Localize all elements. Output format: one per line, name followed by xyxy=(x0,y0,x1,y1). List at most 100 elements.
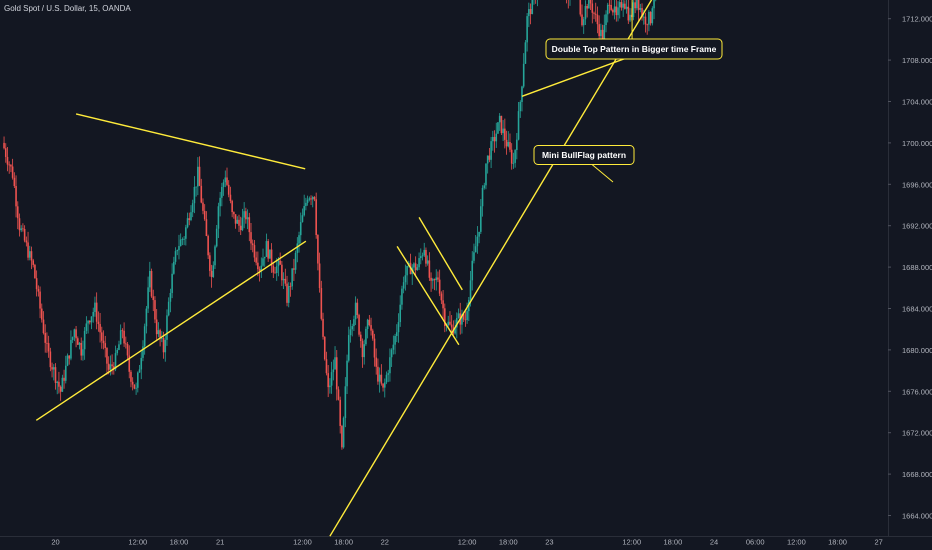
candle-body xyxy=(401,288,403,305)
candle-body xyxy=(603,25,606,44)
candle-body xyxy=(257,262,259,270)
candle-body xyxy=(37,289,40,292)
candle-body xyxy=(16,206,19,219)
candle-body xyxy=(200,185,203,203)
time-tick-label: 27 xyxy=(875,538,883,547)
time-tick-label: 12:00 xyxy=(787,538,806,547)
candle-body xyxy=(183,238,185,240)
candle-body xyxy=(512,162,515,164)
candle-body xyxy=(118,344,120,350)
candle-body xyxy=(145,308,148,327)
candle-body xyxy=(493,136,496,142)
candle-body xyxy=(649,11,652,24)
candle-body xyxy=(368,319,371,326)
candle-body xyxy=(344,386,347,419)
candle-body xyxy=(284,278,287,284)
candle-body xyxy=(83,330,86,350)
candle-body xyxy=(212,265,215,277)
candle-body xyxy=(286,283,288,303)
candle-body xyxy=(32,260,35,265)
candle-body xyxy=(265,241,268,257)
candle-body xyxy=(323,336,326,360)
candle-body xyxy=(510,149,513,164)
candle-body xyxy=(27,242,29,258)
candle-body xyxy=(202,202,204,211)
candle-body xyxy=(318,263,321,289)
candle-body xyxy=(502,128,504,134)
candle-body xyxy=(311,196,314,200)
symbol-title: Gold Spot / U.S. Dollar, 15, OANDA xyxy=(4,4,131,13)
candle-body xyxy=(47,343,50,352)
candle-body xyxy=(469,280,472,300)
candle-body xyxy=(442,300,444,309)
time-tick-label: 18:00 xyxy=(170,538,189,547)
candle-body xyxy=(274,272,276,274)
trendline-5[interactable] xyxy=(418,217,463,291)
candle-body xyxy=(413,263,415,268)
candle-body xyxy=(444,308,446,326)
candle-body xyxy=(371,330,374,339)
candle-body xyxy=(15,186,17,207)
candle-body xyxy=(107,363,110,370)
candle-body xyxy=(457,313,460,319)
candle-body xyxy=(402,282,405,289)
double-top-callout[interactable]: Double Top Pattern in Bigger time Frame xyxy=(545,0,723,60)
candle-body xyxy=(233,212,235,215)
candle-body xyxy=(305,202,307,207)
candle-body xyxy=(483,185,486,188)
price-axis: 1712.000 1708.000 1704.000 1700.000 1696.000… xyxy=(888,15,932,521)
trendline-2[interactable] xyxy=(75,113,306,170)
bullflag-callout[interactable]: Mini BullFlag pattern xyxy=(533,145,635,183)
candle-body xyxy=(637,0,640,10)
candle-body xyxy=(610,5,612,10)
candle-body xyxy=(651,8,654,24)
candle-body xyxy=(94,302,96,312)
candle-body xyxy=(492,136,494,142)
candle-body xyxy=(293,268,295,270)
trendline-1[interactable] xyxy=(35,240,307,421)
candle-body xyxy=(504,128,506,140)
price-tick-label: 1680.000 xyxy=(902,346,932,355)
candle-body xyxy=(524,42,527,64)
trendline-4[interactable] xyxy=(396,246,460,346)
candle-body xyxy=(366,319,369,329)
candle-body xyxy=(8,164,10,166)
candle-body xyxy=(236,219,239,224)
trendline-3[interactable] xyxy=(329,0,839,537)
bullflag-callout-text: Mini BullFlag pattern xyxy=(542,150,626,160)
candle-body xyxy=(185,227,187,239)
candle-body xyxy=(488,155,491,160)
candle-body xyxy=(157,330,160,335)
candle-body xyxy=(473,252,475,261)
candle-body xyxy=(239,225,242,231)
candle-body xyxy=(516,139,518,151)
candle-body xyxy=(176,250,179,252)
annotations-group: Double Top Pattern in Bigger time Frame M… xyxy=(533,0,723,183)
candle-body xyxy=(380,374,383,384)
candle-body xyxy=(159,330,161,339)
candle-body xyxy=(332,369,335,373)
candle-body xyxy=(522,63,525,87)
candle-body xyxy=(310,198,312,200)
candle-body xyxy=(150,270,153,297)
candle-body xyxy=(627,6,630,21)
candle-body xyxy=(612,9,614,13)
candle-body xyxy=(642,16,645,18)
candle-body xyxy=(128,355,131,372)
bullflag-callout-box xyxy=(533,145,635,165)
candle-body xyxy=(579,0,582,15)
candle-body xyxy=(377,366,379,382)
candle-body xyxy=(241,217,244,231)
candle-body xyxy=(35,278,38,290)
candle-body xyxy=(210,270,213,277)
double-top-callout-text: Double Top Pattern in Bigger time Frame xyxy=(552,44,717,54)
candle-body xyxy=(219,197,221,207)
candle-body xyxy=(173,261,175,274)
candle-body xyxy=(85,323,88,331)
candle-body xyxy=(51,367,53,370)
candle-body xyxy=(481,187,484,207)
candle-body xyxy=(529,9,532,15)
candle-body xyxy=(342,418,345,448)
